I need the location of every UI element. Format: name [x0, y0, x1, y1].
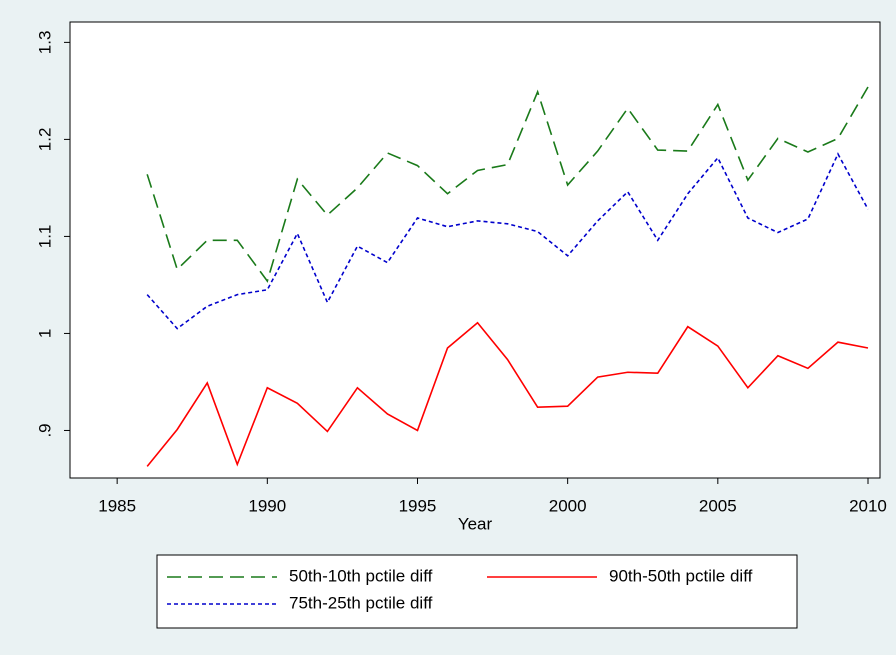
legend-label: 75th-25th pctile diff — [289, 593, 433, 612]
series-line — [146, 152, 869, 330]
y-tick-label: 1.3 — [35, 31, 54, 55]
y-tick-label: 1 — [35, 329, 54, 338]
legend — [156, 554, 798, 629]
x-tick-label: 2010 — [849, 496, 887, 515]
legend-label: 90th-50th pctile diff — [609, 566, 753, 585]
plot-area — [69, 21, 881, 479]
x-tick-label: 1995 — [399, 496, 437, 515]
legend-label: 50th-10th pctile diff — [289, 566, 433, 585]
x-tick-label: 1990 — [248, 496, 286, 515]
x-tick-label: 2005 — [699, 496, 737, 515]
y-tick-label: .9 — [35, 423, 54, 437]
y-tick-label: 1.1 — [35, 225, 54, 249]
y-tick-label: 1.2 — [35, 128, 54, 152]
x-tick-label: 2000 — [549, 496, 587, 515]
series-line — [146, 86, 869, 283]
x-tick-label: 1985 — [98, 496, 136, 515]
x-axis-title: Year — [458, 514, 493, 533]
series-line — [146, 321, 869, 467]
